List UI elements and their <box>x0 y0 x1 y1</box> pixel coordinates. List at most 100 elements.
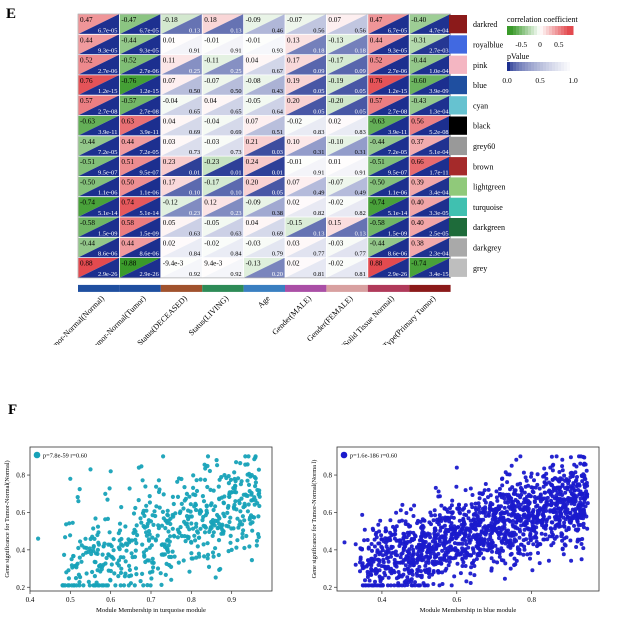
heatmap-cell-pvalue <box>409 135 451 157</box>
scatter-point <box>190 526 196 531</box>
heatmap-cell-pvalue <box>409 176 451 197</box>
scatter-chart-g: G0.40.60.80.20.40.60.8p=1.6e-186 r=0.60M… <box>288 402 600 614</box>
legend-gradient-correlation <box>516 26 520 35</box>
correlation-label: -0.02 <box>328 199 343 207</box>
correlation-label: 0.02 <box>163 239 176 247</box>
scatter-point <box>415 521 420 526</box>
heatmap-cell-correlation <box>285 135 327 157</box>
scatter-point <box>470 525 475 530</box>
pvalue-label: 0.91 <box>355 169 366 176</box>
scatter-point <box>498 511 503 516</box>
scatter-point <box>517 535 522 540</box>
scatter-point <box>486 487 491 492</box>
scatter-point <box>405 575 410 580</box>
scatter-point <box>128 581 133 586</box>
scatter-point <box>147 570 153 575</box>
column-color-swatch <box>160 284 203 292</box>
scatter-point <box>580 479 585 484</box>
scatter-point <box>101 544 106 549</box>
pvalue-label: 0.64 <box>272 109 284 116</box>
scatter-point <box>474 507 479 512</box>
heatmap-cell-correlation <box>202 237 244 258</box>
scatter-point <box>76 499 81 504</box>
scatter-point <box>170 494 175 499</box>
correlation-label: -0.40 <box>411 16 426 24</box>
scatter-point <box>552 536 557 541</box>
scatter-point <box>534 535 539 540</box>
scatter-point <box>231 505 236 510</box>
heatmap-cell-pvalue <box>409 217 451 238</box>
scatter-point <box>535 544 539 549</box>
scatter-point <box>243 462 248 467</box>
scatter-point <box>493 515 498 520</box>
scatter-point <box>171 514 176 519</box>
heatmap-cell-pvalue <box>160 115 203 136</box>
scatter-point <box>428 535 433 540</box>
scatter-point <box>571 481 576 486</box>
scatter-point <box>472 573 477 578</box>
scatter-point <box>554 493 559 498</box>
scatter-point <box>468 553 472 558</box>
heatmap-cell-correlation <box>367 74 410 96</box>
scatter-point <box>519 542 524 547</box>
scatter-point <box>514 457 519 462</box>
scatter-point <box>404 578 409 583</box>
scatter-point <box>388 583 393 588</box>
module-label: cyan <box>473 101 488 110</box>
legend-gradient-correlation <box>534 26 538 35</box>
pvalue-label: 8.6e-06 <box>139 251 158 258</box>
scatter-point <box>83 536 88 541</box>
scatter-point <box>429 513 434 518</box>
scatter-point <box>529 474 533 479</box>
heatmap-cell-pvalue <box>202 217 244 238</box>
scatter-point <box>419 551 424 556</box>
scatter-point <box>86 549 91 554</box>
scatter-point <box>549 530 554 535</box>
heatmap-cell-pvalue <box>326 74 368 96</box>
heatmap-cell-correlation <box>243 237 285 258</box>
pvalue-label: 3.9e-11 <box>98 129 117 136</box>
legend-gradient-correlation <box>558 26 562 35</box>
scatter-point <box>146 558 151 563</box>
legend-title-pvalue: pValue <box>507 52 530 61</box>
scatter-point <box>119 505 124 510</box>
heatmap-cell-pvalue <box>409 95 451 116</box>
scatter-point <box>246 454 251 459</box>
scatter-point <box>545 495 550 500</box>
pvalue-label: 0.77 <box>313 251 325 258</box>
scatter-point <box>558 508 563 513</box>
scatter-point <box>249 490 254 496</box>
heatmap-cell-correlation <box>119 176 161 197</box>
heatmap-chart: E 0.476.7e-05-0.476.7e-05-0.180.130.180.1… <box>6 6 578 362</box>
scatter-point <box>172 554 177 559</box>
scatter-point <box>398 508 403 513</box>
scatter-point <box>77 487 82 492</box>
scatter-point <box>241 528 246 533</box>
scatter-point <box>527 501 531 506</box>
heatmap-cell-pvalue <box>119 176 161 197</box>
heatmap-cell-correlation <box>78 237 120 258</box>
heatmap-cell-pvalue <box>160 74 203 96</box>
heatmap-cell-correlation <box>119 237 161 258</box>
pvalue-label: 1.7e-11 <box>429 169 448 176</box>
heatmap-cell-correlation <box>285 237 327 258</box>
scatter-point <box>387 536 392 540</box>
scatter-point <box>489 568 494 573</box>
module-color-swatch <box>449 35 467 54</box>
correlation-label: -0.02 <box>287 118 302 126</box>
scatter-point <box>521 538 526 543</box>
scatter-point <box>545 537 550 542</box>
heatmap-cell-correlation <box>409 95 451 116</box>
correlation-label: -0.03 <box>328 239 343 247</box>
scatter-point <box>535 514 540 519</box>
scatter-point <box>560 457 565 462</box>
scatter-point <box>116 574 121 579</box>
heatmap-cell-pvalue <box>326 135 368 157</box>
legend-gradient-correlation <box>546 26 550 35</box>
scatter-point <box>404 511 409 515</box>
pvalue-label: 7.2e-05 <box>388 149 407 156</box>
scatter-point <box>148 519 154 524</box>
heatmap-cell-correlation <box>326 237 368 258</box>
scatter-point <box>171 533 177 538</box>
heatmap-cell-correlation <box>367 176 410 197</box>
